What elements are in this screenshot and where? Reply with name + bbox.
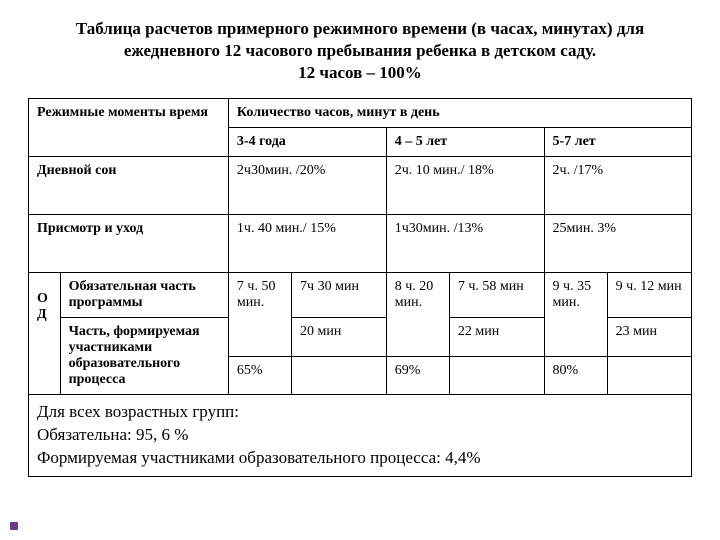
footer-l3: Формируемая участниками образовательного… — [37, 447, 683, 470]
age-5-7: 5-7 лет — [544, 128, 691, 157]
od-a1-p2: 20 мин — [292, 318, 387, 357]
nap-label: Дневной сон — [29, 157, 229, 215]
footer-cell: Для всех возрастных групп: Обязательна: … — [29, 395, 692, 477]
care-v1: 1ч. 40 мин./ 15% — [228, 215, 386, 273]
od-a3-total: 9 ч. 35 мин. — [544, 273, 607, 357]
age-4-5: 4 – 5 лет — [386, 128, 544, 157]
od-a3-pct: 80% — [544, 356, 607, 395]
od-a3-p1: 9 ч. 12 мин — [607, 273, 691, 318]
od-a2-total: 8 ч. 20 мин. — [386, 273, 449, 357]
od-a2-pct: 69% — [386, 356, 449, 395]
schedule-table: Режимные моменты время Количество часов,… — [28, 98, 692, 477]
footer-l2: Обязательна: 95, 6 % — [37, 424, 683, 447]
nap-v1: 2ч30мин. /20% — [228, 157, 386, 215]
od-a3-p2: 23 мин — [607, 318, 691, 357]
care-v2: 1ч30мин. /13% — [386, 215, 544, 273]
od-row1: Обязательная часть программы — [60, 273, 228, 318]
header-col1: Режимные моменты время — [29, 99, 229, 157]
slide-bullet-icon — [10, 522, 18, 530]
footer-l1: Для всех возрастных групп: — [37, 401, 683, 424]
od-a2-p2: 22 мин — [449, 318, 544, 357]
care-v3: 25мин. 3% — [544, 215, 691, 273]
nap-v3: 2ч. /17% — [544, 157, 691, 215]
age-3-4: 3-4 года — [228, 128, 386, 157]
header-col2: Количество часов, минут в день — [228, 99, 691, 128]
od-side: О Д — [29, 273, 61, 395]
od-a1-p1: 7ч 30 мин — [292, 273, 387, 318]
care-label: Присмотр и уход — [29, 215, 229, 273]
od-a1-total: 7 ч. 50 мин. — [228, 273, 291, 357]
nap-v2: 2ч. 10 мин./ 18% — [386, 157, 544, 215]
od-a2-p1: 7 ч. 58 мин — [449, 273, 544, 318]
slide-title: Таблица расчетов примерного режимного вр… — [28, 18, 692, 84]
od-a1-pct: 65% — [228, 356, 291, 395]
od-row2: Часть, формируемая участниками образоват… — [60, 318, 228, 395]
